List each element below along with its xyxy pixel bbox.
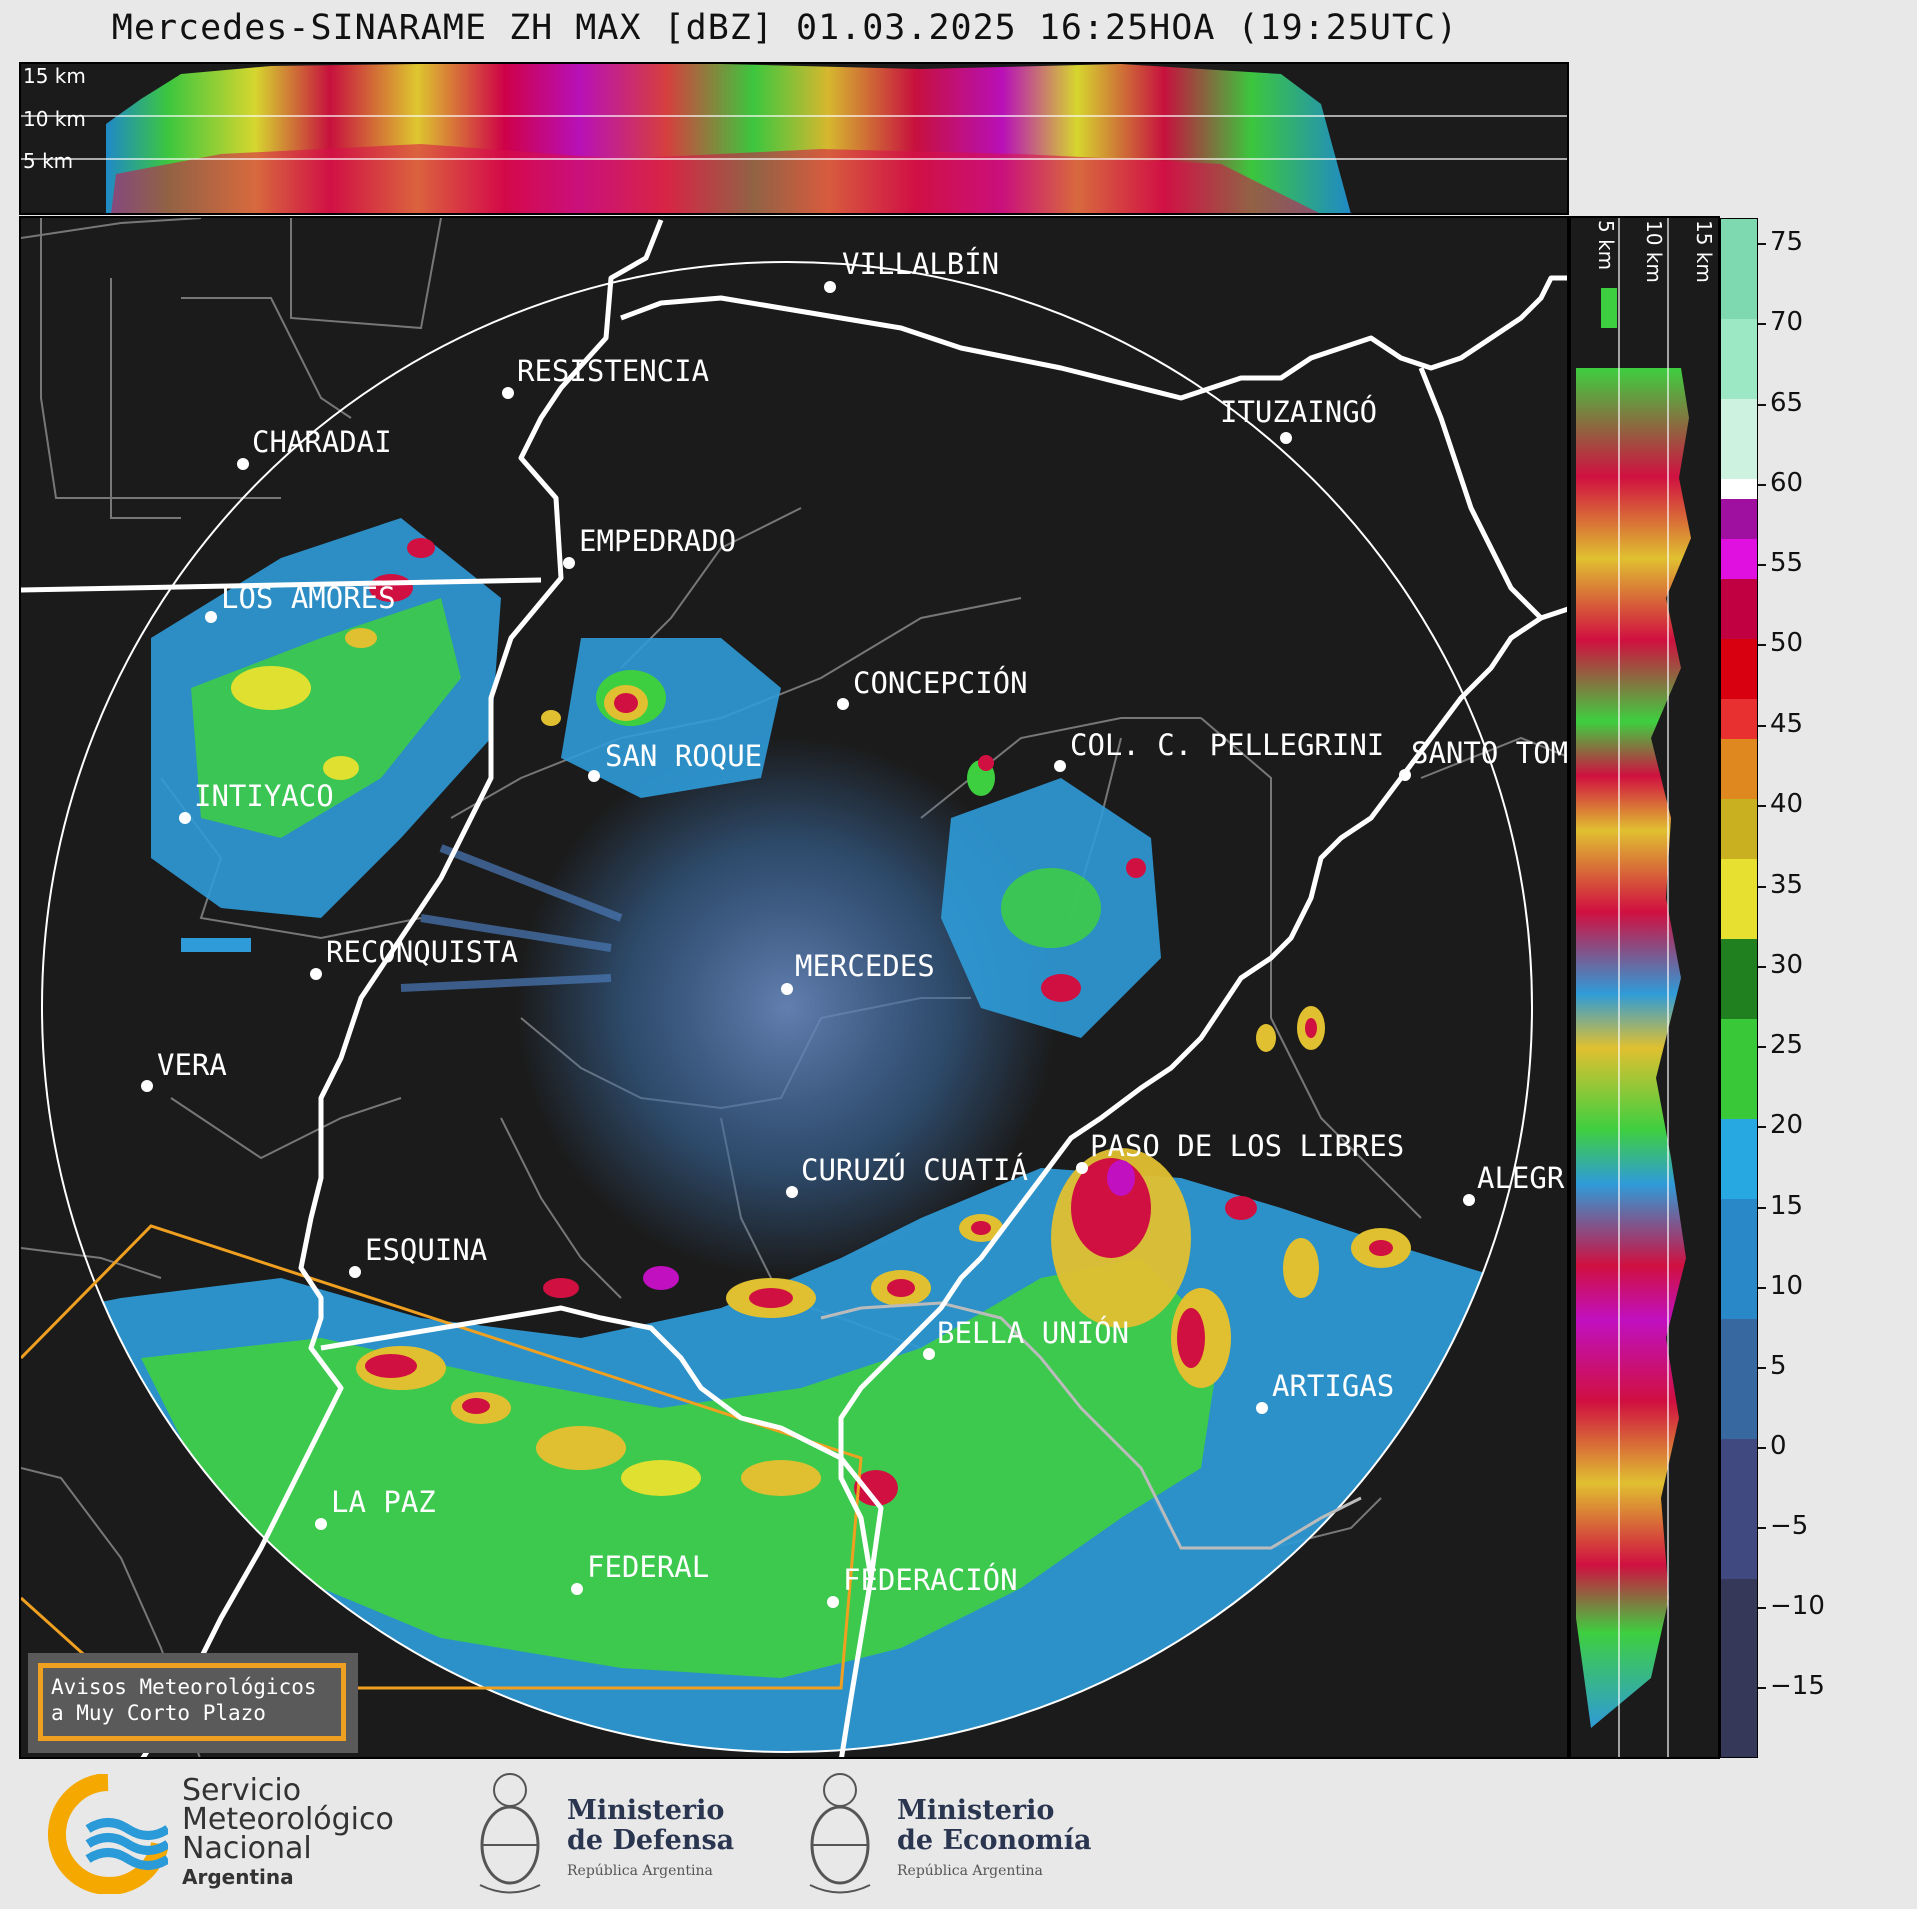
economia-coat-of-arms-icon (809, 1773, 871, 1894)
city-label-curuzu-cuatia: CURUZÚ CUATIÁ (801, 1153, 1028, 1187)
tick-55: 55 (1770, 548, 1804, 578)
defensa-coat-of-arms-icon (479, 1773, 541, 1894)
warning-line-1: Avisos Meteorológicos (51, 1675, 317, 1699)
city-label-charadai: CHARADAI (252, 425, 392, 459)
city-label-villalbin: VILLALBÍN (842, 247, 999, 281)
range-ring (41, 261, 1533, 1753)
city-label-vera: VERA (157, 1048, 227, 1082)
city-label-ituzaingo: ITUZAINGÓ (1220, 395, 1377, 429)
warning-line-2: a Muy Corto Plazo (51, 1701, 266, 1725)
warning-link-box[interactable]: Avisos Meteorológicos a Muy Corto Plazo (28, 1653, 358, 1753)
chart-title: Mercedes-SINARAME ZH MAX [dBZ] 01.03.202… (111, 8, 1459, 48)
city-label-san-roque: SAN ROQUE (605, 739, 762, 773)
defensa-line-3: República Argentina (567, 1863, 713, 1879)
footer-logos: Servicio Meteorológico Nacional Argentin… (0, 1760, 1917, 1909)
top-km-label-10: 10 km (23, 107, 86, 131)
side-cross-section-svg: 5 km 10 km 15 km (1576, 218, 1716, 1757)
tick-60: 60 (1770, 468, 1804, 498)
city-label-artigas: ARTIGAS (1272, 1369, 1394, 1403)
city-label-resistencia: RESISTENCIA (517, 354, 709, 388)
warning-link-frame[interactable]: Avisos Meteorológicos a Muy Corto Plazo (38, 1663, 346, 1741)
top-cross-section-svg: 15 km 10 km 5 km (21, 64, 1567, 213)
radar-map-svg: VILLALBÍN RESISTENCIA CHARADAI ITUZAINGÓ… (21, 218, 1568, 1757)
tick-45: 45 (1770, 709, 1804, 739)
tick-minus-15: −15 (1770, 1671, 1825, 1701)
smn-line-1: Servicio (182, 1773, 302, 1808)
city-label-reconquista: RECONQUISTA (326, 935, 518, 969)
tick-40: 40 (1770, 789, 1804, 819)
tick-65: 65 (1770, 388, 1804, 418)
defensa-line-2: de Defensa (567, 1825, 735, 1856)
smn-line-2: Meteorológico (182, 1802, 394, 1837)
economia-line-1: Ministerio (897, 1795, 1055, 1826)
city-label-la-paz: LA PAZ (331, 1485, 436, 1519)
tick-30: 30 (1770, 950, 1804, 980)
city-dots (141, 281, 1475, 1608)
tick-5: 5 (1770, 1351, 1787, 1381)
tick-35: 35 (1770, 870, 1804, 900)
tick-20: 20 (1770, 1110, 1804, 1140)
city-label-intiyaco: INTIYACO (194, 779, 334, 813)
city-label-federacion: FEDERACIÓN (843, 1563, 1018, 1597)
economia-line-3: República Argentina (897, 1863, 1043, 1879)
city-label-mercedes: MERCEDES (795, 949, 935, 983)
tick-50: 50 (1770, 628, 1804, 658)
tick-75: 75 (1770, 227, 1804, 257)
economia-line-2: de Economía (897, 1825, 1092, 1856)
side-km-label-5: 5 km (1594, 220, 1618, 270)
tick-minus-5: −5 (1770, 1511, 1809, 1541)
smn-line-3: Nacional (182, 1831, 312, 1866)
side-km-label-10: 10 km (1642, 220, 1666, 283)
city-label-federal: FEDERAL (587, 1550, 709, 1584)
tick-0: 0 (1770, 1431, 1787, 1461)
dbz-colorbar (1720, 218, 1758, 1758)
side-cross-section-panel: 5 km 10 km 15 km (1569, 216, 1720, 1759)
top-km-label-15: 15 km (23, 64, 86, 88)
tick-minus-10: −10 (1770, 1591, 1825, 1621)
tick-70: 70 (1770, 307, 1804, 337)
city-label-paso-de-los-libres: PASO DE LOS LIBRES (1090, 1129, 1404, 1163)
tick-25: 25 (1770, 1030, 1804, 1060)
city-label-los-amores: LOS AMORES (221, 581, 396, 615)
city-label-esquina: ESQUINA (365, 1233, 487, 1267)
radar-echoes (42, 518, 1532, 1752)
smn-line-4: Argentina (182, 1865, 294, 1889)
uruguay-border (820, 1301, 1362, 1550)
defensa-line-1: Ministerio (567, 1795, 725, 1826)
city-label-empedrado: EMPEDRADO (579, 524, 736, 558)
city-labels: VILLALBÍN RESISTENCIA CHARADAI ITUZAINGÓ… (157, 247, 1568, 1597)
smn-logo-icon (48, 1774, 168, 1894)
tick-10: 10 (1770, 1271, 1804, 1301)
city-label-santo-tome: SANTO TOM (1411, 736, 1568, 770)
radar-map-panel: VILLALBÍN RESISTENCIA CHARADAI ITUZAINGÓ… (19, 216, 1569, 1759)
tick-15: 15 (1770, 1191, 1804, 1221)
city-label-concepcion: CONCEPCIÓN (853, 666, 1028, 700)
city-label-bella-union: BELLA UNIÓN (937, 1316, 1129, 1350)
top-km-label-5: 5 km (23, 149, 73, 173)
city-label-col-pellegrini: COL. C. PELLEGRINI (1070, 728, 1384, 762)
colorbar-svg (1721, 219, 1757, 1757)
top-cross-section-panel: 15 km 10 km 5 km (19, 62, 1569, 215)
city-label-alegrete: ALEGR (1477, 1161, 1565, 1195)
side-km-label-15: 15 km (1692, 220, 1716, 283)
